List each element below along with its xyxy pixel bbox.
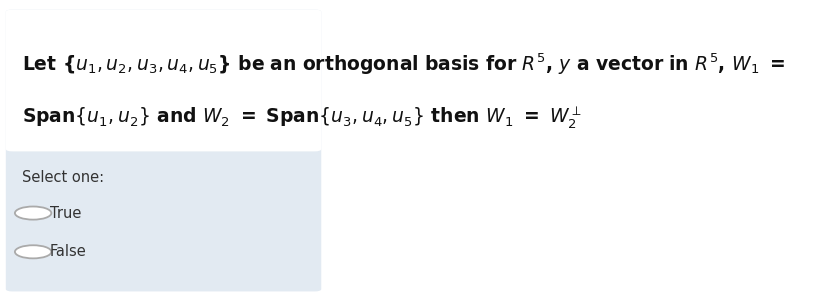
Text: False: False xyxy=(50,244,86,259)
Text: True: True xyxy=(50,206,81,221)
FancyBboxPatch shape xyxy=(6,10,321,151)
Text: Select one:: Select one: xyxy=(22,170,104,185)
Text: $\mathbf{Span}\{$$\mathit{u}_1, \mathit{u}_2$$\}$ $\mathbf{and}$ $\mathit{W}_2$ : $\mathbf{Span}\{$$\mathit{u}_1, \mathit{… xyxy=(22,105,581,131)
Circle shape xyxy=(15,245,51,258)
Text: $\mathbf{Let}$ $\mathbf{\{}$$\mathit{u}_1, \mathit{u}_2, \mathit{u}_3, \mathit{u: $\mathbf{Let}$ $\mathbf{\{}$$\mathit{u}_… xyxy=(22,51,784,77)
Circle shape xyxy=(15,207,51,220)
FancyBboxPatch shape xyxy=(6,10,321,291)
